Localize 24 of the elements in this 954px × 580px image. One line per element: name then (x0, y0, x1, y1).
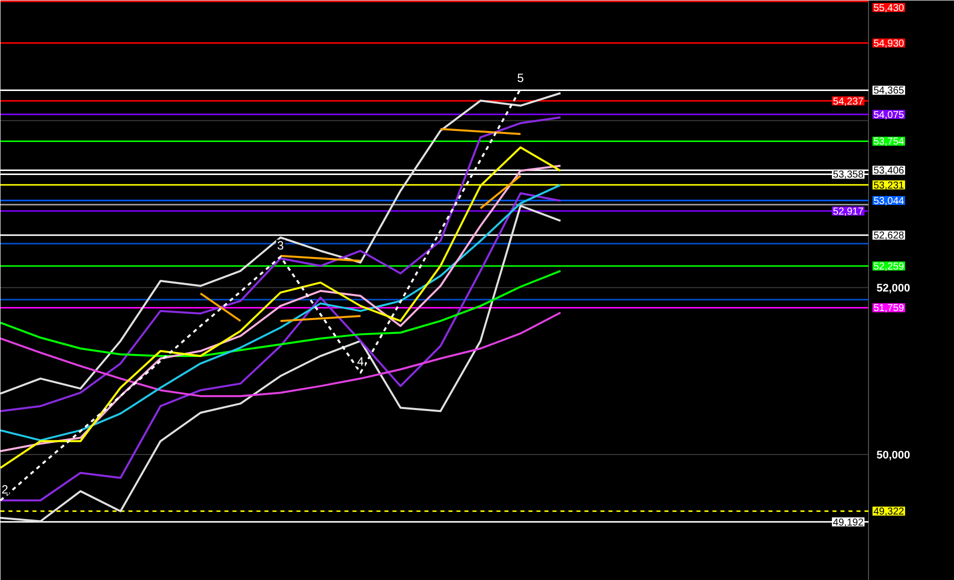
ref-line-label: 54,365 (874, 86, 905, 97)
ref-line-label: 51,759 (874, 303, 905, 314)
annotation: 2 (2, 482, 8, 496)
ref-line-label: 54,930 (874, 38, 905, 50)
line-series (0, 312, 562, 398)
ref-line-label: 54,237 (832, 96, 864, 108)
ref-line-label: 53,044 (874, 196, 905, 207)
ref-line-label: 52,628 (874, 230, 905, 242)
ref-line-label: 52,917 (832, 206, 864, 218)
ref-line-label: 54,075 (874, 110, 905, 121)
y-tick-label: 52,000 (876, 282, 910, 295)
annotation: 5 (517, 70, 524, 85)
ref-line-label: 49,322 (874, 506, 905, 518)
ref-line-label: 52,259 (874, 261, 905, 272)
ref-line-label: 53,754 (874, 136, 905, 148)
ref-line-label: 53,231 (874, 180, 905, 192)
y-tick-label: 50,000 (876, 449, 910, 462)
annotation: 4 (357, 354, 364, 369)
ref-line-label: 53,358 (832, 170, 864, 181)
ref-line-label: 55,430 (874, 3, 905, 14)
ref-line-label: 49,192 (832, 517, 864, 528)
annotation: 3 (277, 238, 284, 253)
ref-line-label: 53,406 (874, 166, 905, 177)
line-series (0, 270, 562, 358)
